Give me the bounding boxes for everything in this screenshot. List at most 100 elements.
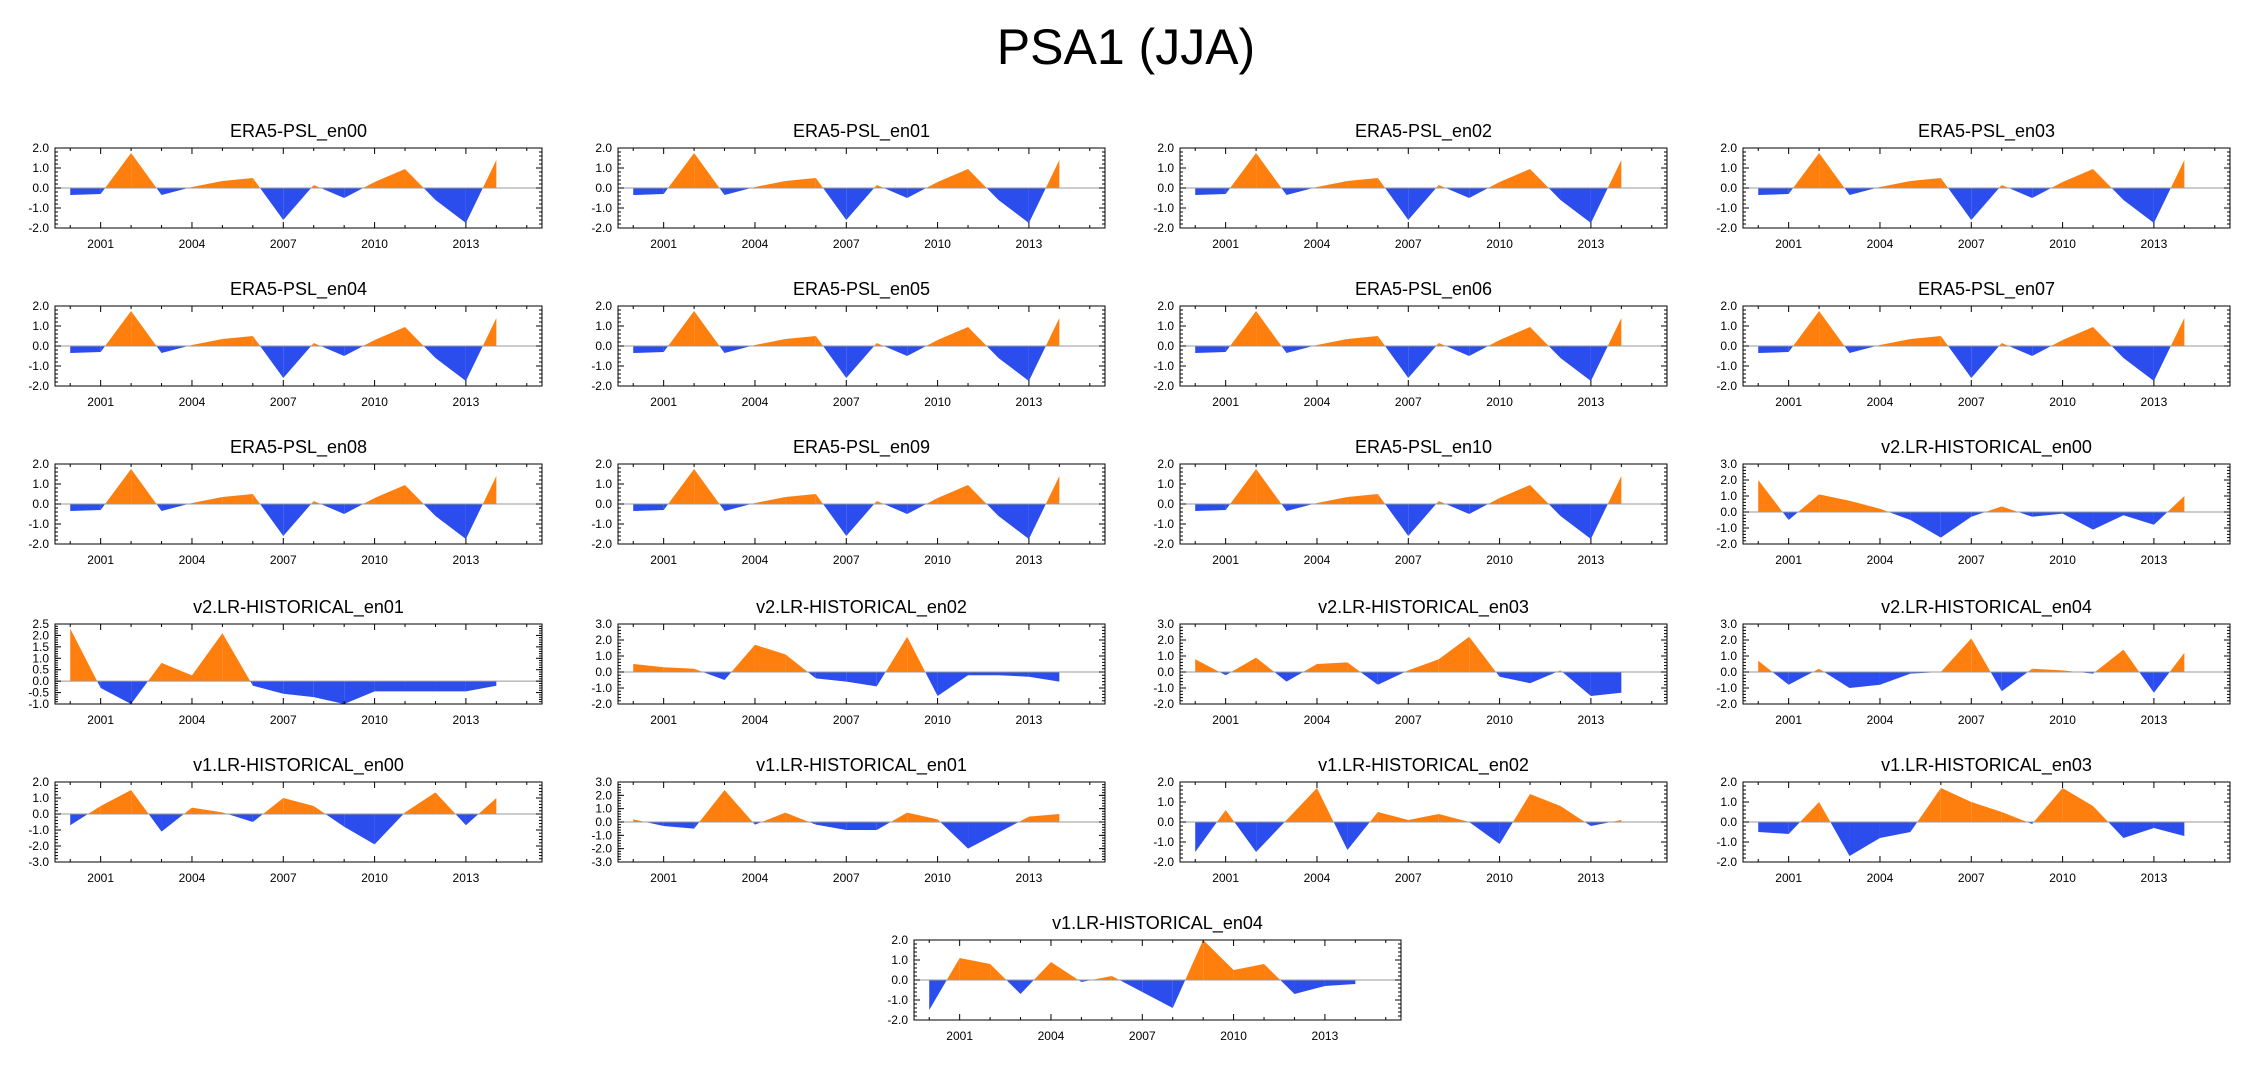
positive-area [937,327,969,346]
positive-area [1758,480,1783,512]
x-tick-label: 2001 [1775,395,1802,409]
panel-v2.LR-HISTORICAL_en03: v2.LR-HISTORICAL_en03 3.0 2.0 1.0 0.0 -1.0 -2.… [1153,597,1668,727]
positive-area [2032,668,2063,672]
x-tick-label: 2013 [1016,713,1043,727]
x-tick-label: 2013 [1312,1029,1339,1043]
negative-area [344,681,375,704]
y-tick-label: 1.0 [32,477,49,491]
y-tick-label: -1.0 [28,359,49,373]
positive-area [968,485,987,504]
positive-area [283,798,314,814]
positive-area [1438,814,1470,822]
y-tick-label: 3.0 [1720,617,1737,631]
positive-area [1216,810,1226,822]
positive-area [313,185,321,188]
negative-area [465,188,483,223]
y-tick-label: 0.0 [1720,815,1737,829]
positive-area [87,806,101,814]
y-tick-label: 1.0 [595,649,612,663]
positive-area [1488,498,1500,504]
negative-area [1788,822,1801,834]
x-tick-label: 2007 [270,237,297,251]
x-tick-label: 2001 [1212,395,1239,409]
positive-area [405,327,424,346]
positive-area [1940,788,1972,822]
y-tick-label: 2.0 [1720,473,1737,487]
y-tick-label: -1.0 [1716,835,1737,849]
negative-area [1562,672,1591,696]
positive-area [191,807,223,814]
x-tick-label: 2007 [1395,713,1422,727]
x-tick-label: 2013 [453,713,480,727]
negative-area [1119,980,1143,992]
y-tick-label: 0.0 [1157,665,1174,679]
positive-area [1230,469,1257,504]
y-tick-label: -2.0 [1716,537,1737,551]
y-tick-label: 1.0 [1720,489,1737,503]
negative-area [1225,504,1231,510]
plot-frame [1179,623,1668,705]
panel-title: v1.LR-HISTORICAL_en04 [1052,913,1263,934]
positive-area [191,633,223,682]
negative-area [1590,188,1608,223]
x-tick-label: 2013 [1016,237,1043,251]
positive-area [1488,340,1500,346]
y-tick-label: -1.0 [1716,681,1737,695]
positive-area [2062,327,2094,346]
negative-area [1590,504,1608,539]
y-tick-label: -1.0 [591,517,612,531]
panel-ERA5-PSL_en09: ERA5-PSL_en09 2.0 1.0 0.0 -1.0 -2.0 2001 2004 20… [591,437,1106,567]
x-tick-label: 2007 [1958,395,1985,409]
positive-area [1377,336,1386,346]
positive-area [131,311,157,346]
y-tick-label: -2.0 [1716,221,1737,235]
positive-area [1999,185,2002,188]
negative-area [719,504,725,511]
positive-area [1316,339,1348,346]
negative-area [719,188,725,195]
panel-title: ERA5-PSL_en04 [230,279,367,300]
negative-area [344,346,364,356]
negative-area [260,188,284,220]
positive-area [1045,476,1060,504]
y-tick-label: -1.0 [1716,201,1737,215]
negative-area [883,346,908,356]
panel-ERA5-PSL_en06: ERA5-PSL_en06 2.0 1.0 0.0 -1.0 -2.0 2001 2004 20… [1153,279,1668,409]
positive-area [1230,153,1257,188]
y-tick-label: -2.0 [28,379,49,393]
y-tick-label: 0.0 [595,339,612,353]
negative-area [325,814,345,827]
x-tick-label: 2013 [453,237,480,251]
positive-area [1203,940,1234,980]
negative-area [2123,188,2154,223]
negative-area [227,814,253,822]
x-tick-label: 2010 [924,395,951,409]
positive-area [926,182,938,188]
x-tick-label: 2007 [1958,713,1985,727]
positive-area [1185,940,1204,980]
positive-area [926,340,938,346]
negative-area [1788,346,1794,352]
negative-area [823,188,847,220]
negative-area [1495,672,1500,677]
positive-area [1940,336,1949,346]
y-tick-label: 2.0 [32,299,49,313]
y-tick-label: -1.0 [591,828,612,842]
positive-area [222,336,253,346]
negative-area [1225,346,1231,352]
positive-area [754,497,786,504]
negative-area [1286,188,1314,195]
y-tick-label: 0.0 [1157,497,1174,511]
positive-area [1436,501,1439,504]
negative-area [937,672,969,696]
negative-area [1020,980,1034,994]
x-tick-label: 2001 [650,553,677,567]
y-tick-label: 0.0 [32,181,49,195]
x-tick-label: 2013 [453,395,480,409]
negative-area [940,822,969,849]
x-tick-label: 2004 [1304,553,1331,567]
negative-area [1219,672,1226,676]
x-tick-label: 2004 [179,395,206,409]
panel-v1.LR-HISTORICAL_en00: v1.LR-HISTORICAL_en00 2.0 1.0 0.0 -1.0 -2.0 -3… [28,755,543,885]
negative-area [1830,822,1850,856]
